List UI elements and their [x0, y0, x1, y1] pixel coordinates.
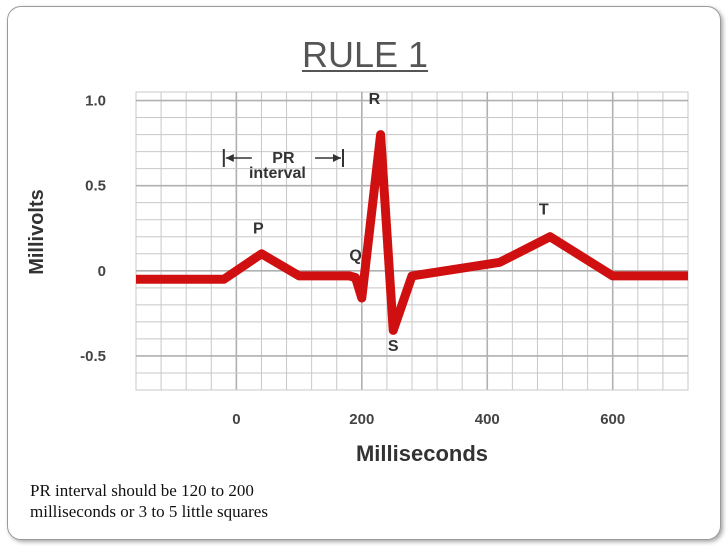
wave-label-p: P [253, 220, 264, 237]
caption: PR interval should be 120 to 200 millise… [30, 480, 350, 522]
wave-layer [136, 130, 688, 335]
caption-line-1: PR interval should be 120 to 200 [30, 481, 254, 500]
y-tick-label: -0.5 [80, 348, 106, 365]
pr-arrowhead-left [225, 154, 234, 162]
x-tick-label: 600 [600, 411, 625, 428]
wave-label-s: S [388, 338, 399, 355]
x-tick-label: 0 [232, 411, 240, 428]
grid-layer [135, 91, 689, 391]
x-tick-label: 200 [349, 411, 374, 428]
caption-line-2: milliseconds or 3 to 5 little squares [30, 502, 268, 521]
wave-label-r: R [369, 91, 381, 108]
pr-arrowhead-right [333, 154, 341, 162]
pr-label: PR [272, 150, 295, 167]
interval-label: interval [249, 165, 306, 182]
x-axis-title: Milliseconds [356, 441, 488, 466]
wave-label-t: T [539, 202, 549, 219]
label-layer: P Q R S T [253, 91, 549, 355]
y-tick-label: 0.5 [85, 178, 106, 195]
ecg-waveform-line [136, 130, 688, 335]
x-tick-label: 400 [475, 411, 500, 428]
y-tick-label: 0 [98, 263, 106, 280]
y-tick-label: 1.0 [85, 93, 106, 110]
y-axis-title: Millivolts [26, 189, 48, 275]
slide-title: RULE 1 [301, 34, 429, 75]
axis-layer: 0 200 400 600 1.0 0.5 0 -0.5 Milliseconds Millivo… [26, 93, 625, 466]
wave-label-q: Q [349, 248, 361, 265]
